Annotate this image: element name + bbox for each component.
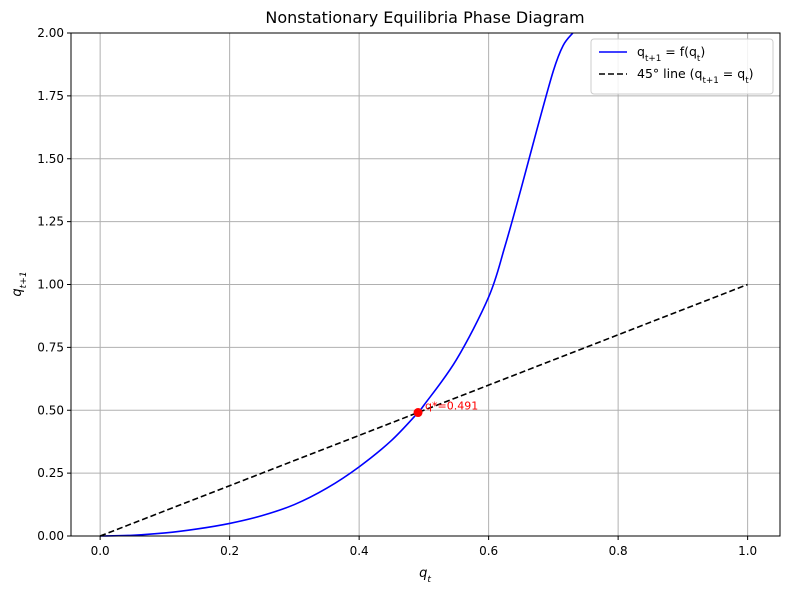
equilibrium-label: q*=0.491 (425, 400, 478, 413)
x-tick-label: 0.4 (350, 544, 369, 558)
series-line-f (100, 32, 574, 537)
y-tick-label: 2.00 (37, 26, 64, 40)
y-tick-label: 1.75 (37, 89, 64, 103)
legend-label: 45° line (qt+1 = qt) (637, 66, 754, 86)
x-axis-label: qt (419, 566, 431, 585)
x-tick-label: 0.0 (91, 544, 110, 558)
legend-label: qt+1 = f(qt) (637, 44, 705, 64)
chart-title: Nonstationary Equilibria Phase Diagram (265, 8, 584, 27)
y-tick-label: 1.00 (37, 278, 64, 292)
equilibrium-point (413, 408, 423, 418)
legend: qt+1 = f(qt)45° line (qt+1 = qt) (590, 38, 774, 95)
x-tick-label: 0.2 (220, 544, 239, 558)
ticks-layer: 0.0 0.2 0.4 0.6 0.8 1.0 0.00 0.25 0.50 0.75 1.00 1.… (37, 26, 757, 558)
x-tick-label: 1.0 (738, 544, 757, 558)
y-tick-label: 1.25 (37, 215, 64, 229)
y-axis-label: qt+1 (10, 271, 29, 296)
y-tick-label: 0.50 (37, 403, 64, 417)
x-tick-label: 0.8 (609, 544, 628, 558)
y-tick-label: 0.00 (37, 529, 64, 543)
x-tick-label: 0.6 (479, 544, 498, 558)
y-tick-label: 0.25 (37, 466, 64, 480)
y-tick-label: 0.75 (37, 340, 64, 354)
series-line-45deg (99, 283, 748, 537)
y-tick-label: 1.50 (37, 152, 64, 166)
series-layer (99, 32, 748, 537)
points-layer: q*=0.491 (413, 400, 478, 418)
legend-box (590, 38, 774, 95)
